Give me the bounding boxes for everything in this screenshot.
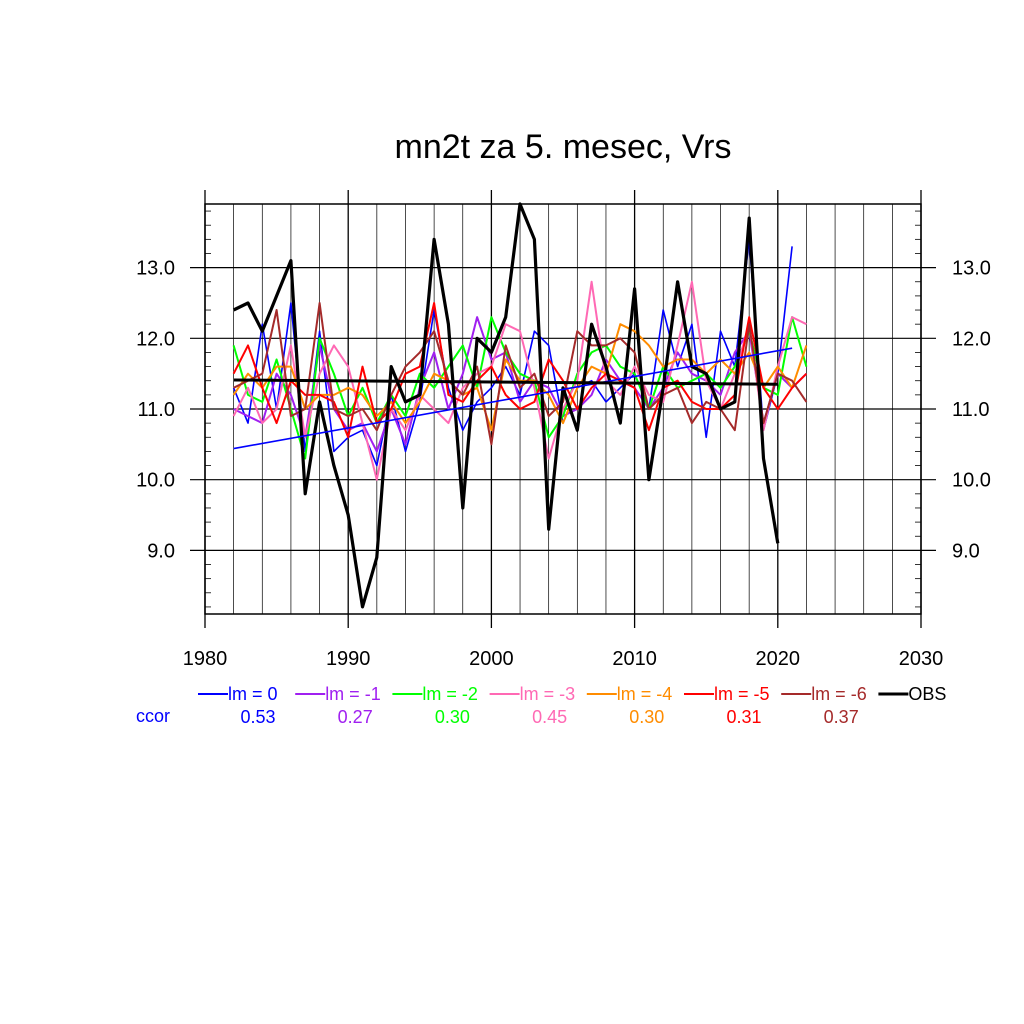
legend-label: lm = -4 — [617, 684, 673, 704]
x-tick-label: 2030 — [899, 648, 944, 670]
series-line-5 — [232, 302, 808, 439]
legend-label: lm = -5 — [714, 684, 770, 704]
ccor-value: 0.37 — [824, 707, 859, 727]
legend-label: lm = -2 — [422, 684, 478, 704]
y-tick-label-left: 12.0 — [136, 328, 175, 350]
legend-label: lm = -1 — [325, 684, 381, 704]
y-tick-label-left: 10.0 — [136, 470, 175, 492]
series-lines — [232, 202, 808, 609]
series-line-7 — [232, 202, 780, 609]
y-tick-label-right: 12.0 — [952, 328, 991, 350]
series-line-2 — [232, 316, 808, 460]
trend-line-0 — [233, 347, 793, 450]
x-tick-label: 1980 — [183, 648, 228, 670]
y-tick-label-left: 11.0 — [138, 399, 175, 421]
legend-label: lm = -6 — [811, 684, 867, 704]
trend-lines — [233, 347, 793, 450]
x-tick-label: 2010 — [612, 648, 657, 670]
ccor-value: 0.53 — [240, 707, 275, 727]
ccor-value: 0.30 — [435, 707, 470, 727]
trend-line-1 — [233, 378, 778, 386]
ccor-value: 0.45 — [532, 707, 567, 727]
y-tick-label-right: 13.0 — [952, 258, 991, 280]
legend: lm = 0 0.53 lm = -1 0.27 lm = -2 0.30 lm = -3 0… — [198, 684, 946, 727]
ccor-label: ccor — [136, 706, 170, 726]
ccor-value: 0.30 — [629, 707, 664, 727]
axis-tick-labels: 1980 1990 2000 2010 2020 2030 9.0 9.0 10.0 10.0 11… — [136, 258, 991, 670]
x-tick-label: 1990 — [326, 648, 371, 670]
plot-frame — [204, 203, 922, 615]
chart-title: mn2t za 5. mesec, Vrs — [395, 128, 732, 166]
ccor-value: 0.27 — [338, 707, 373, 727]
ccor-value: 0.31 — [726, 707, 761, 727]
minor-ticks — [205, 210, 921, 608]
series-line-4 — [232, 323, 808, 432]
series-line-6 — [233, 302, 808, 446]
legend-label: lm = -3 — [520, 684, 576, 704]
x-tick-label: 2020 — [756, 648, 801, 670]
y-tick-label-right: 11.0 — [952, 399, 989, 421]
legend-label: lm = 0 — [228, 684, 278, 704]
x-tick-label: 2000 — [469, 648, 514, 670]
y-tick-label-left: 9.0 — [147, 540, 175, 562]
y-tick-label-right: 9.0 — [952, 540, 980, 562]
y-tick-label-right: 10.0 — [952, 470, 991, 492]
legend-label: OBS — [908, 684, 946, 704]
y-tick-label-left: 13.0 — [136, 258, 175, 280]
series-line-3 — [232, 280, 807, 481]
